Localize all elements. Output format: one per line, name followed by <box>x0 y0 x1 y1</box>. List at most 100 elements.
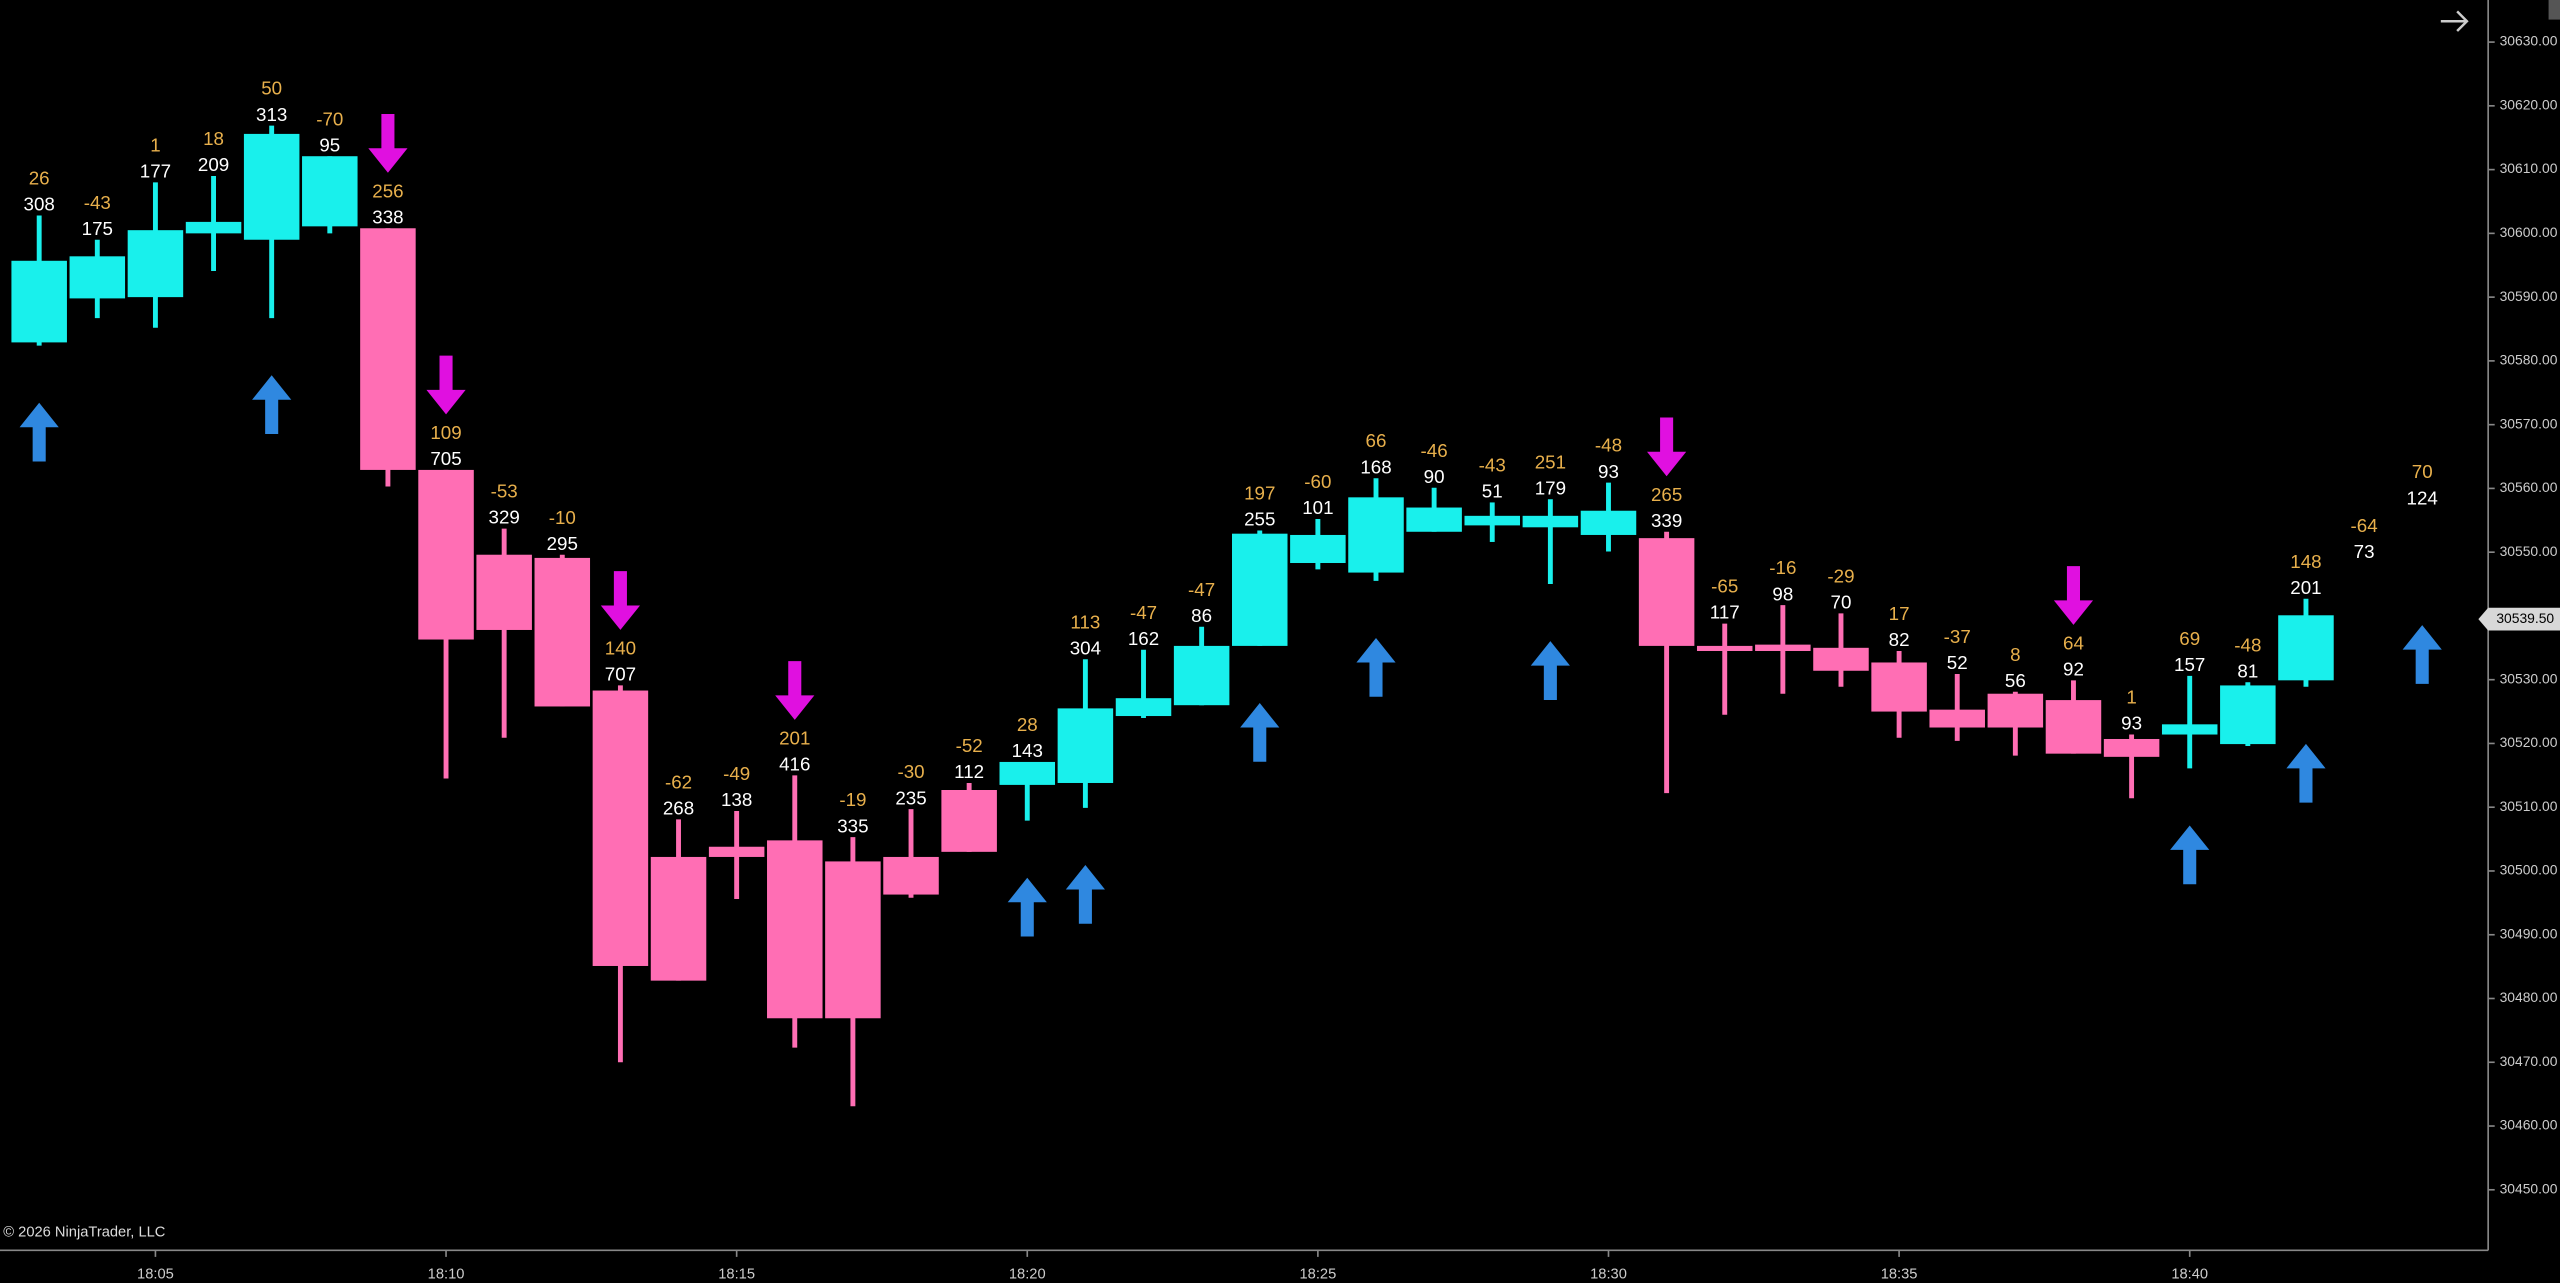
volume-label: 304 <box>1070 637 1101 658</box>
delta-label: -16 <box>1769 557 1796 578</box>
candle-body <box>185 221 242 234</box>
delta-label: 26 <box>29 168 50 189</box>
candle-body <box>69 256 126 299</box>
volume-label: 255 <box>1244 509 1275 530</box>
volume-label: 73 <box>2354 541 2375 562</box>
signal-up-arrow <box>2402 625 2442 684</box>
candle-body <box>2161 724 2218 735</box>
y-tick-label: 30490.00 <box>2500 925 2558 941</box>
volume-label: 90 <box>1424 466 1445 487</box>
volume-label: 179 <box>1535 477 1566 498</box>
y-tick-label: 30500.00 <box>2500 862 2558 878</box>
volume-label: 51 <box>1482 481 1503 502</box>
delta-label: 113 <box>1070 611 1100 632</box>
volume-label: 92 <box>2063 658 2084 679</box>
signal-down-arrow <box>775 661 815 720</box>
volume-label: 168 <box>1360 456 1391 477</box>
volume-label: 56 <box>2005 670 2026 691</box>
signal-down-arrow <box>368 114 408 173</box>
y-tick-label: 30630.00 <box>2500 33 2558 49</box>
signal-down-arrow <box>600 571 640 630</box>
corner-button[interactable] <box>2548 0 2560 20</box>
delta-label: 1 <box>2126 687 2136 708</box>
volume-label: 339 <box>1651 510 1682 531</box>
candle-body <box>302 156 358 227</box>
candle-body <box>1290 534 1346 564</box>
volume-label: 162 <box>1128 628 1159 649</box>
volume-label: 175 <box>82 218 113 239</box>
signal-up-arrow <box>252 375 292 435</box>
volume-label: 138 <box>721 789 752 810</box>
candle-body <box>1464 515 1520 526</box>
x-tick-label: 18:20 <box>1009 1267 1046 1283</box>
x-tick-label: 18:40 <box>2171 1267 2208 1283</box>
candle-body <box>708 846 765 857</box>
signal-up-arrow <box>1240 703 1280 762</box>
y-tick-label: 30510.00 <box>2500 798 2558 814</box>
signal-down-arrow <box>1647 417 1687 477</box>
volume-label: 308 <box>24 194 55 215</box>
signal-up-arrow <box>1356 637 1396 697</box>
y-tick-label: 30610.00 <box>2500 160 2558 176</box>
y-tick-label: 30620.00 <box>2500 97 2558 113</box>
candle-body <box>1929 709 1985 728</box>
volume-label: 201 <box>2290 577 2321 598</box>
candle-body <box>476 554 532 630</box>
candle-body <box>1871 662 1927 712</box>
last-price-marker <box>2478 607 2560 631</box>
delta-label: 28 <box>1017 714 1038 735</box>
volume-label: 235 <box>895 787 926 808</box>
signal-up-arrow <box>1007 877 1047 937</box>
delta-label: -65 <box>1711 576 1738 597</box>
signal-down-arrow <box>2053 566 2094 625</box>
volume-label: 705 <box>430 448 461 469</box>
delta-label: -19 <box>839 789 866 810</box>
delta-label: 109 <box>430 422 461 443</box>
delta-label: -48 <box>1595 435 1622 456</box>
delta-label: -64 <box>2351 515 2378 536</box>
signal-up-arrow <box>1065 864 1105 924</box>
signal-up-arrow <box>1530 641 1570 700</box>
candle-body <box>1232 533 1288 646</box>
volume-label: 416 <box>779 753 810 774</box>
delta-label: -70 <box>316 108 343 129</box>
volume-label: 82 <box>1889 629 1910 650</box>
y-tick-label: 30460.00 <box>2500 1117 2558 1133</box>
volume-label: 268 <box>663 797 694 818</box>
candle-body <box>1348 497 1404 573</box>
candle-body <box>999 761 1056 785</box>
delta-label: -47 <box>1188 579 1215 600</box>
delta-label: 256 <box>372 180 403 201</box>
y-tick-label: 30480.00 <box>2500 989 2558 1005</box>
candle-body <box>1406 507 1462 532</box>
delta-label: -60 <box>1304 471 1331 492</box>
delta-label: -43 <box>84 192 111 213</box>
delta-label: 17 <box>1889 603 1910 624</box>
candle-body <box>127 230 184 298</box>
delta-label: 66 <box>1366 430 1387 451</box>
candle-body <box>1580 510 1637 535</box>
scroll-to-end-button[interactable] <box>2440 10 2469 32</box>
volume-label: 313 <box>256 104 287 125</box>
volume-label: 335 <box>837 815 868 836</box>
x-tick-label: 18:30 <box>1590 1267 1627 1283</box>
delta-label: 251 <box>1535 451 1566 472</box>
candle-body <box>2220 685 2276 745</box>
y-tick-label: 30590.00 <box>2500 288 2558 304</box>
volume-label: 209 <box>198 154 229 175</box>
y-tick-label: 30450.00 <box>2500 1180 2558 1196</box>
delta-label: 1 <box>150 134 160 155</box>
delta-label: -52 <box>956 735 983 756</box>
delta-label: 64 <box>2063 632 2084 653</box>
delta-label: -53 <box>491 481 518 502</box>
delta-label: -62 <box>665 771 692 792</box>
candle-body <box>883 856 939 895</box>
volume-label: 101 <box>1302 497 1333 518</box>
candle-body <box>360 228 416 470</box>
delta-label: 50 <box>261 78 282 99</box>
x-tick-label: 18:10 <box>428 1267 465 1283</box>
volume-label: 98 <box>1772 583 1793 604</box>
x-tick-label: 18:05 <box>137 1267 174 1283</box>
candle-body <box>2045 700 2102 754</box>
